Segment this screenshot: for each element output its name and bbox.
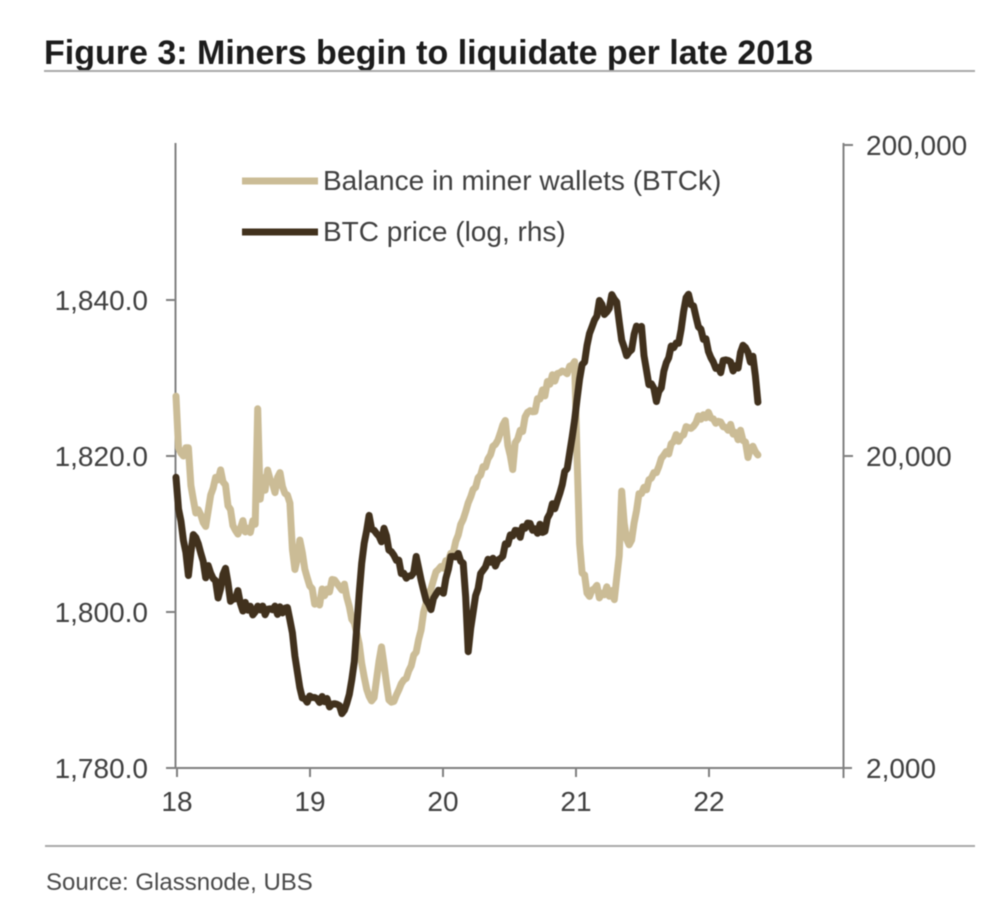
svg-text:1,840.0: 1,840.0 <box>55 285 148 316</box>
svg-text:20,000: 20,000 <box>866 441 952 472</box>
svg-text:1,820.0: 1,820.0 <box>55 441 148 472</box>
svg-text:1,800.0: 1,800.0 <box>55 597 148 628</box>
svg-text:22: 22 <box>693 786 724 817</box>
svg-text:21: 21 <box>560 786 591 817</box>
svg-text:Balance in miner wallets (BTCk: Balance in miner wallets (BTCk) <box>323 165 721 196</box>
svg-text:BTC price (log, rhs): BTC price (log, rhs) <box>323 216 566 247</box>
svg-text:2,000: 2,000 <box>866 753 936 784</box>
svg-text:18: 18 <box>161 786 192 817</box>
svg-text:200,000: 200,000 <box>866 130 967 161</box>
svg-text:1,780.0: 1,780.0 <box>55 753 148 784</box>
svg-text:19: 19 <box>294 786 325 817</box>
svg-text:20: 20 <box>427 786 458 817</box>
